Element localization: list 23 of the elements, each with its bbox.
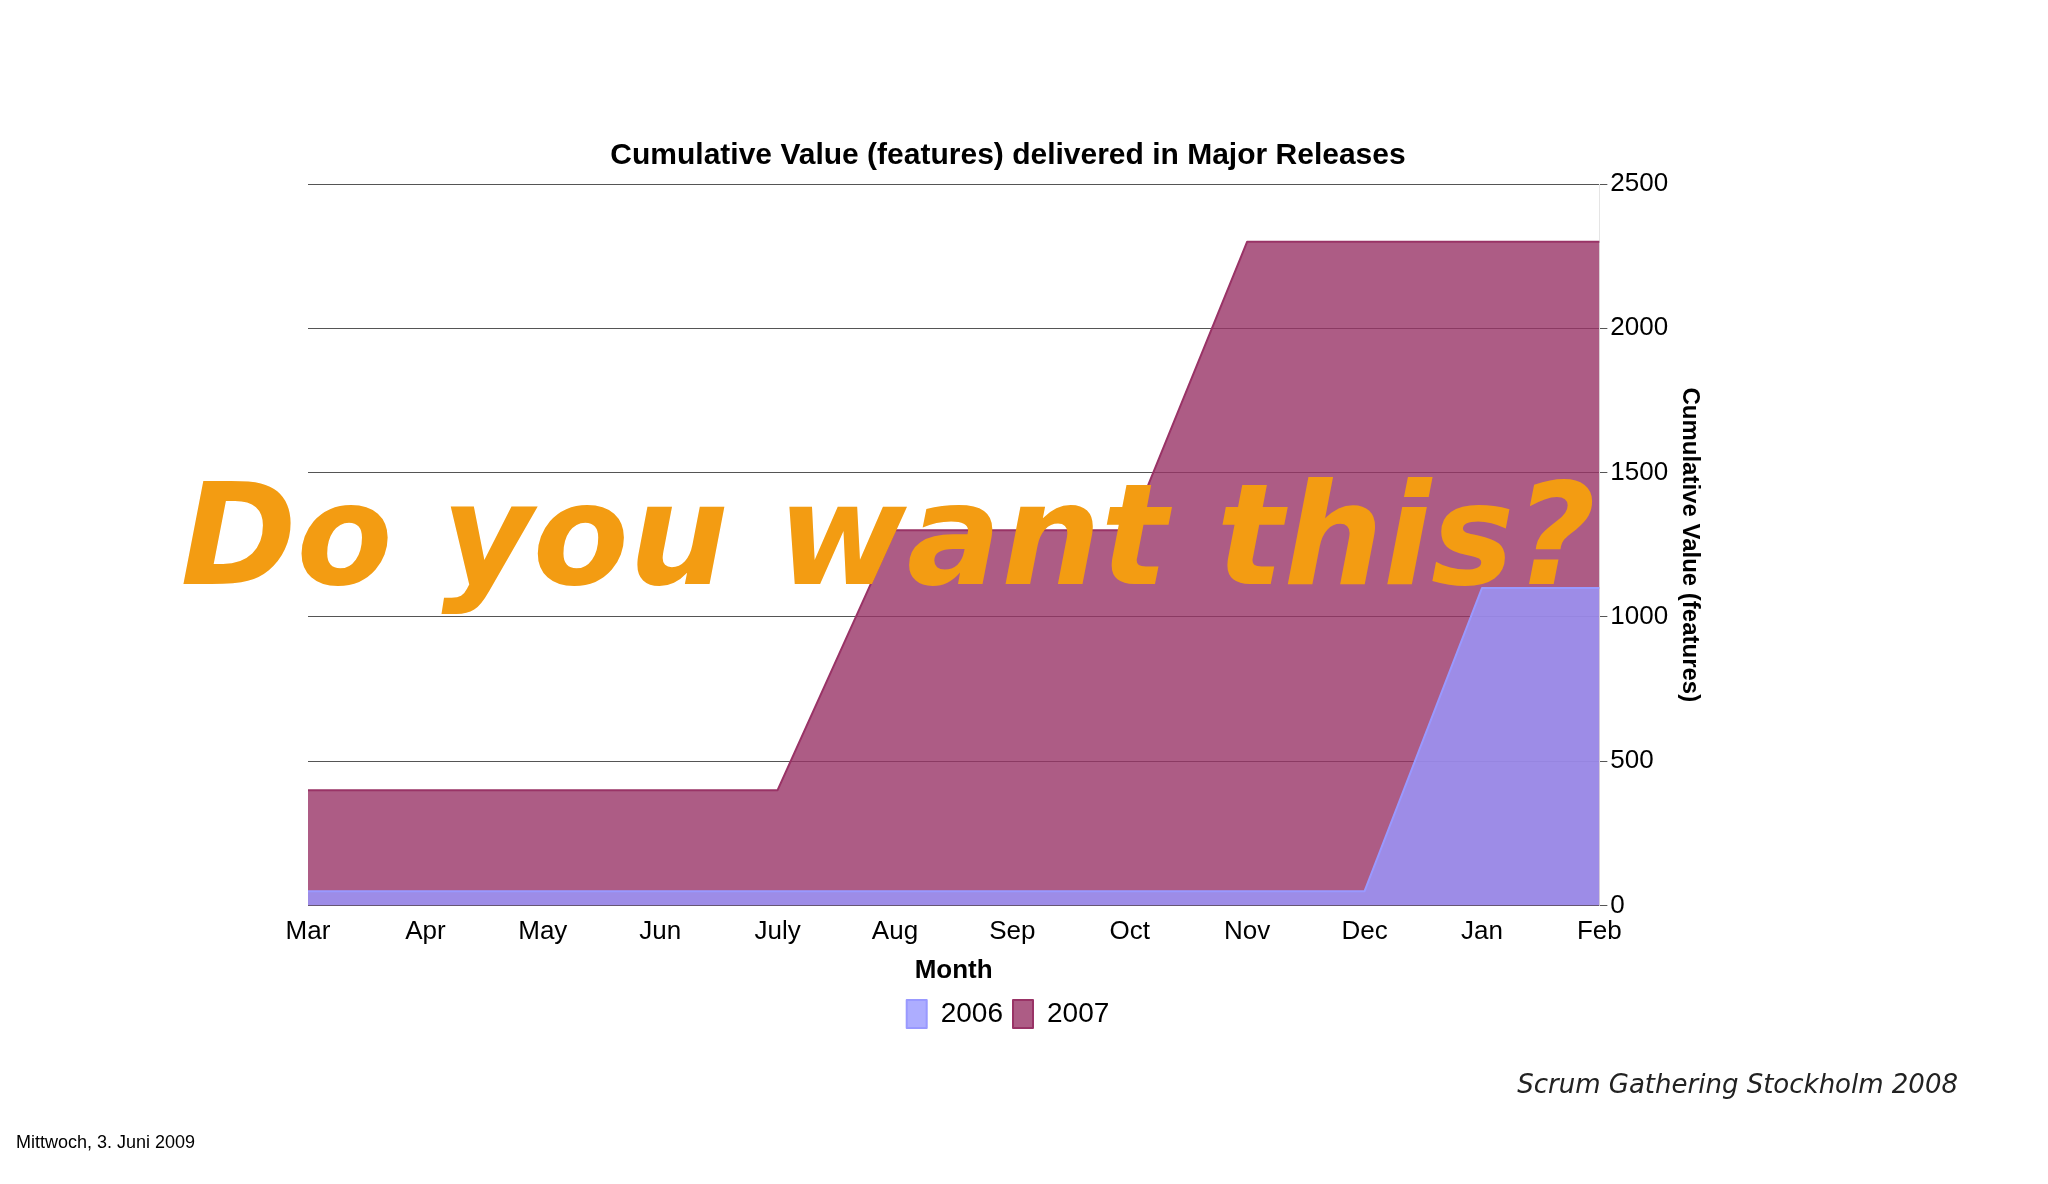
x-tick-label: Nov [1224, 915, 1271, 946]
x-tick-label: Oct [1109, 915, 1151, 946]
legend-label: 2007 [1047, 996, 1110, 1028]
y-tick-label: 1500 [1610, 455, 1669, 486]
x-tick-label: Dec [1341, 915, 1388, 946]
y-axis-title: Cumulative Value (features) [1677, 387, 1705, 703]
y-tick-label: 500 [1610, 744, 1654, 775]
text: Scrum Gathering Stockholm 2008 [1517, 1069, 1958, 1099]
legend-label: 2006 [940, 996, 1004, 1028]
x-tick-label: Apr [405, 915, 446, 946]
y-tick-label: 1000 [1610, 600, 1669, 631]
text: Mittwoch, 3. Juni 2009 [16, 1132, 196, 1152]
x-tick-label: Jun [639, 915, 682, 946]
chart-title: Cumulative Value (features) delivered in Major Releases [610, 137, 1406, 171]
x-tick-label: May [518, 915, 568, 946]
y-tick-label: 2000 [1610, 311, 1669, 342]
x-axis-title: Month [914, 953, 993, 984]
y-tick-label: 2500 [1610, 167, 1669, 198]
x-tick-label: Mar [285, 915, 331, 946]
x-tick-label: Sep [989, 915, 1036, 946]
x-tick-label: Jan [1461, 915, 1503, 946]
x-tick-label: July [754, 915, 801, 946]
x-tick-label: Aug [871, 915, 919, 946]
